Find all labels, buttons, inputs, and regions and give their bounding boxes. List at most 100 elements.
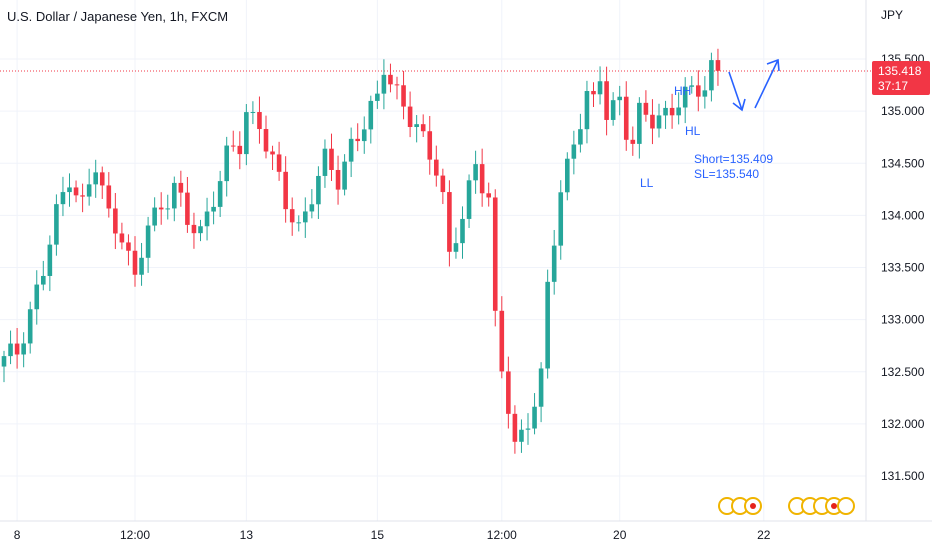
candle	[99, 166, 105, 199]
japan-flag-dot	[750, 503, 756, 509]
candle	[303, 197, 308, 238]
candle-body	[86, 184, 92, 197]
candle	[204, 197, 210, 241]
down-arrow-drawing[interactable]	[728, 71, 743, 111]
candle	[492, 189, 498, 327]
candle	[407, 91, 413, 138]
annotation-short[interactable]: Short=135.409	[694, 152, 774, 166]
candle-body	[67, 187, 72, 193]
candle-body	[342, 161, 347, 190]
event-icon[interactable]	[837, 497, 855, 515]
annotation-hh[interactable]: HH	[674, 84, 692, 98]
candle	[217, 170, 223, 217]
candle	[198, 219, 203, 242]
candle-body	[73, 187, 79, 196]
down-arrow-head	[732, 98, 746, 112]
candle-body	[361, 129, 367, 142]
candle	[434, 145, 439, 187]
candle	[610, 92, 616, 126]
candle-body	[27, 309, 33, 344]
candle	[617, 85, 622, 116]
candle	[113, 192, 118, 250]
candle-body	[538, 368, 544, 407]
candle	[283, 156, 288, 223]
candle-body	[99, 172, 105, 186]
candle	[119, 222, 125, 250]
candle-body	[185, 192, 190, 225]
candle-body	[558, 192, 564, 246]
candle	[702, 76, 708, 109]
candle	[172, 176, 177, 222]
currency-label: JPY	[881, 8, 904, 22]
candle	[165, 194, 171, 220]
candle	[21, 332, 26, 368]
candle	[41, 260, 46, 291]
candle	[512, 405, 518, 454]
candle-body	[54, 204, 59, 245]
annotation-ll[interactable]: LL	[640, 176, 654, 190]
candle-body	[289, 209, 295, 223]
candle-body	[178, 182, 184, 193]
chart-title: U.S. Dollar / Japanese Yen, 1h, FXCM	[7, 9, 229, 24]
candle-body	[60, 192, 66, 205]
candle	[643, 90, 649, 122]
candle-body	[565, 158, 570, 193]
candle	[289, 197, 295, 236]
y-tick-label: 131.500	[881, 469, 925, 483]
candle-body	[329, 148, 334, 170]
up-arrow-drawing[interactable]	[754, 59, 779, 109]
candle-body	[715, 60, 721, 71]
candle	[381, 59, 387, 110]
candle-body	[296, 222, 302, 224]
candle-body	[80, 195, 85, 197]
candle	[335, 155, 341, 205]
candle	[152, 197, 157, 232]
candle-body	[257, 112, 262, 130]
candle-body	[237, 145, 243, 155]
candle-body	[172, 182, 177, 209]
candle	[709, 52, 714, 102]
y-tick-label: 133.500	[881, 261, 925, 275]
candle-body	[525, 428, 531, 430]
candle-body	[571, 144, 577, 159]
candle	[80, 183, 85, 213]
candle	[185, 176, 190, 233]
candle	[309, 189, 315, 219]
candle	[578, 113, 583, 153]
candle	[93, 159, 98, 198]
candle-body	[41, 275, 46, 285]
candle-body	[388, 74, 393, 85]
candle-body	[119, 233, 125, 243]
candle-body	[139, 257, 144, 275]
candle-body	[656, 115, 662, 129]
bar-countdown: 37:17	[878, 79, 909, 93]
annotation-hl[interactable]: HL	[685, 124, 701, 138]
candle-body	[250, 112, 256, 114]
candle-body	[106, 185, 112, 209]
economic-events-icons-1[interactable]	[718, 497, 762, 515]
candle	[329, 133, 334, 182]
candle	[132, 236, 138, 287]
candle	[47, 235, 53, 292]
candle	[597, 66, 603, 105]
candle	[453, 227, 459, 259]
candle	[427, 115, 433, 175]
candle	[237, 131, 243, 170]
candle-body	[696, 85, 701, 97]
candle-body	[132, 250, 138, 275]
candle	[8, 330, 13, 365]
candle-body	[316, 175, 321, 205]
candle-body	[14, 343, 20, 355]
candle	[676, 92, 681, 125]
up-arrow-head	[766, 58, 780, 72]
candle-body	[637, 102, 642, 144]
y-tick-label: 133.000	[881, 313, 925, 327]
candle	[584, 80, 590, 144]
annotation-sl[interactable]: SL=135.540	[694, 167, 760, 181]
candle	[139, 242, 144, 286]
candle	[420, 114, 426, 137]
candle	[34, 270, 40, 325]
economic-events-icons-2[interactable]	[788, 497, 855, 515]
candle	[60, 176, 66, 217]
